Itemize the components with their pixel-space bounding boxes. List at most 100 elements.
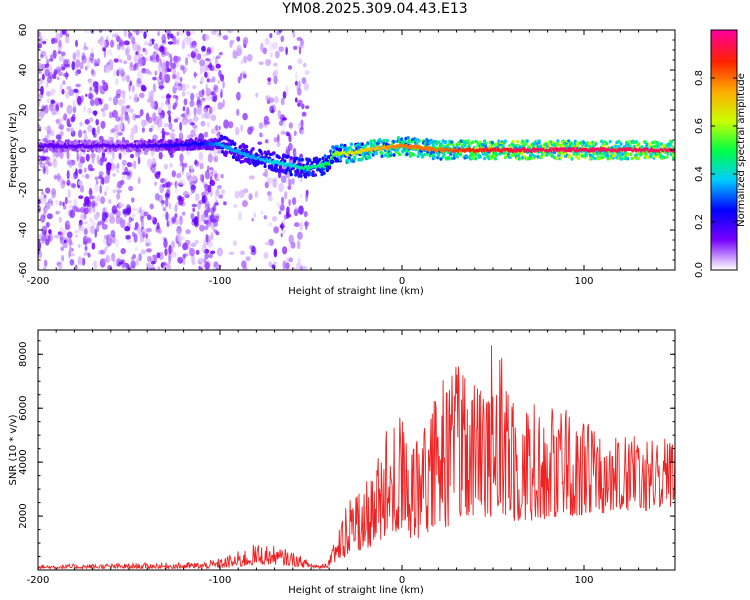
- heatmap-noise-cell: [274, 96, 279, 104]
- heatmap-noise-cell: [204, 71, 208, 78]
- heatmap-noise-cell: [78, 195, 84, 200]
- heatmap-trace-halo: [647, 142, 652, 146]
- heatmap-trace-halo: [289, 172, 293, 177]
- heatmap-noise-cell: [92, 110, 98, 116]
- heatmap-noise-cell: [182, 253, 186, 259]
- colorbar-stripe: [711, 220, 737, 223]
- heatmap-noise-cell: [165, 211, 169, 221]
- heatmap-trace-halo: [521, 139, 525, 143]
- colorbar-stripe: [711, 266, 737, 269]
- heatmap-noise-cell: [121, 175, 126, 180]
- snr-ticks: -200 -100 0 100 2000 4000 6000 8000: [18, 330, 676, 586]
- y-tick-label: -40: [18, 222, 29, 238]
- heatmap-noise-cell: [294, 80, 298, 86]
- heatmap-noise-cell: [119, 41, 126, 45]
- heatmap-noise-cell: [201, 213, 206, 222]
- heatmap-noise-cell: [297, 231, 303, 240]
- heatmap-noise-cell: [179, 153, 184, 163]
- heatmap-trace-halo: [45, 149, 49, 153]
- heatmap-noise-cell: [149, 203, 154, 210]
- heatmap-trace-halo: [416, 154, 420, 158]
- heatmap-noise-cell: [136, 44, 141, 53]
- heatmap-noise-cell: [98, 171, 104, 177]
- heatmap-noise-cell: [49, 103, 54, 112]
- heatmap-noise-cell: [157, 171, 161, 176]
- heatmap-noise-cell: [198, 257, 205, 263]
- y-tick-label: 20: [18, 104, 29, 117]
- heatmap-noise-cell: [151, 38, 155, 45]
- heatmap-noise-cell: [273, 75, 278, 85]
- colorbar-stripe: [711, 110, 737, 113]
- x-tick-label: -200: [27, 276, 50, 287]
- heatmap-noise-cell: [264, 181, 269, 189]
- heatmap-noise-cell: [71, 60, 76, 71]
- heatmap-trace-halo: [163, 139, 167, 143]
- heatmap-trace-halo: [344, 146, 348, 150]
- heatmap-noise-cell: [202, 99, 206, 103]
- colorbar-stripe: [711, 130, 737, 133]
- heatmap-noise-cell: [102, 47, 106, 52]
- heatmap-noise-cell: [77, 243, 81, 249]
- heatmap-noise-cell: [159, 71, 162, 81]
- colorbar-stripe: [711, 230, 737, 233]
- heatmap-noise-cell: [168, 53, 172, 58]
- heatmap-trace-halo: [437, 140, 441, 144]
- x-tick-label: -200: [27, 575, 50, 586]
- heatmap-trace-halo: [605, 141, 609, 146]
- heatmap-trace-halo: [412, 152, 416, 157]
- page-title: YM08.2025.309.04.43.E13: [282, 1, 468, 17]
- heatmap-noise-cell: [298, 46, 302, 55]
- heatmap-noise-cell: [52, 157, 57, 162]
- heatmap-noise-cell: [145, 242, 150, 247]
- heatmap-noise-cell: [90, 152, 96, 159]
- colorbar-stripe: [711, 168, 737, 171]
- heatmap-noise-cell: [91, 68, 94, 75]
- heatmap-noise-cell: [158, 85, 165, 89]
- heatmap-trace-halo: [277, 155, 281, 160]
- heatmap-noise-cell: [50, 200, 54, 206]
- heatmap-noise-cell: [174, 100, 178, 107]
- heatmap-noise-cell: [162, 184, 166, 188]
- heatmap-noise-cell: [71, 183, 77, 189]
- heatmap-noise-cell: [236, 91, 241, 101]
- heatmap-trace-halo: [463, 143, 467, 148]
- colorbar-stripe: [711, 114, 737, 117]
- heatmap-noise-cell: [181, 119, 188, 127]
- heatmap-noise-cell: [201, 97, 206, 102]
- heatmap-noise-cell: [181, 83, 187, 92]
- heatmap-noise-cell: [135, 62, 139, 71]
- heatmap-noise-cell: [191, 254, 195, 264]
- heatmap-noise-cell: [202, 53, 207, 57]
- heatmap-noise-cell: [59, 83, 63, 92]
- heatmap-noise-cell: [94, 176, 99, 181]
- heatmap-noise-cell: [78, 168, 83, 175]
- heatmap-trace-halo: [569, 154, 573, 158]
- colorbar-stripe: [711, 46, 737, 49]
- heatmap-noise-cell: [192, 45, 198, 53]
- colorbar-stripe: [711, 226, 737, 229]
- heatmap-noise-cell: [211, 154, 218, 162]
- y-tick-label: 8000: [18, 342, 29, 367]
- heatmap-trace-halo: [617, 145, 621, 149]
- heatmap-noise-cell: [66, 118, 71, 127]
- heatmap-noise-cell: [266, 121, 271, 125]
- heatmap-noise-cell: [75, 234, 79, 238]
- heatmap-noise-cell: [101, 223, 108, 230]
- heatmap-trace-halo: [632, 144, 636, 149]
- heatmap-noise-cell: [237, 76, 241, 84]
- heatmap-noise-cell: [282, 91, 287, 99]
- heatmap-noise-cell: [156, 222, 160, 230]
- heatmap-noise-cell: [214, 56, 218, 65]
- heatmap-noise-cell: [296, 37, 302, 41]
- heatmap-trace-halo: [396, 136, 400, 140]
- heatmap-noise-cell: [168, 202, 171, 210]
- heatmap-noise-cell: [266, 177, 273, 184]
- heatmap-noise-cell: [63, 59, 68, 67]
- heatmap-noise-cell: [46, 80, 49, 88]
- heatmap-noise-cell: [61, 254, 65, 262]
- heatmap-noise-cell: [273, 69, 279, 76]
- heatmap-noise-cell: [77, 129, 83, 138]
- heatmap-trace-halo: [495, 153, 499, 157]
- heatmap-noise-cell: [293, 130, 297, 137]
